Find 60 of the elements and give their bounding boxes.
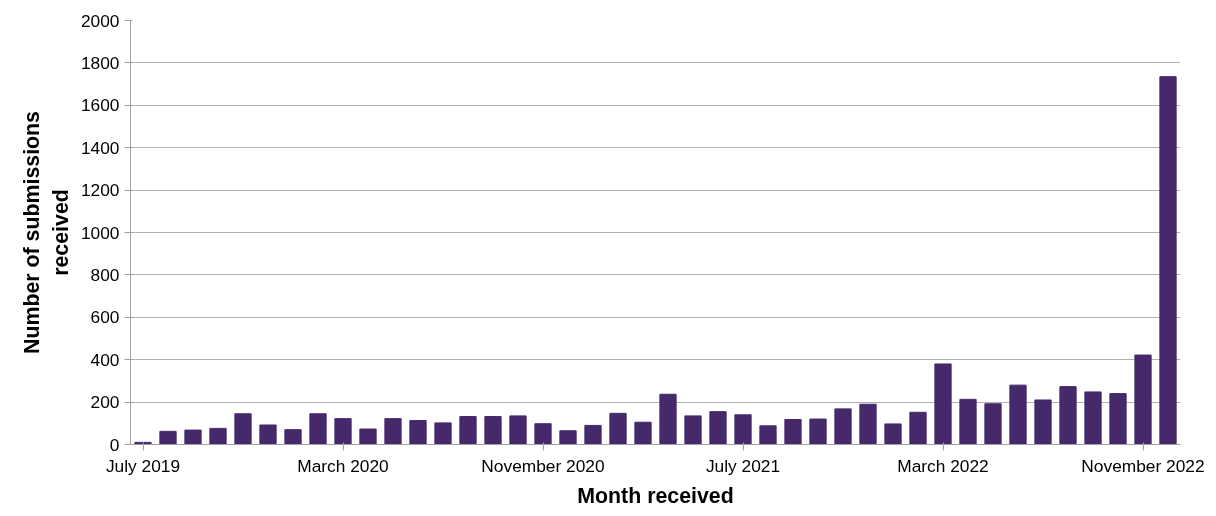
y-tick-label: 1600 bbox=[80, 95, 120, 116]
bar bbox=[1084, 391, 1102, 445]
bar bbox=[684, 415, 702, 445]
bar bbox=[1159, 76, 1177, 445]
bar bbox=[484, 416, 502, 445]
bar bbox=[859, 403, 877, 445]
bar bbox=[784, 418, 802, 445]
bar bbox=[309, 413, 327, 445]
bar bbox=[184, 429, 202, 445]
bar bbox=[1059, 386, 1077, 445]
bar bbox=[609, 412, 627, 445]
bar bbox=[284, 429, 302, 445]
bar bbox=[459, 416, 477, 445]
bar bbox=[634, 421, 652, 445]
y-tick-label: 200 bbox=[90, 392, 120, 413]
x-axis-title: Month received bbox=[577, 483, 734, 508]
bar bbox=[434, 422, 452, 445]
bar bbox=[1109, 393, 1127, 445]
bar bbox=[734, 414, 752, 445]
x-tick-label: March 2022 bbox=[897, 455, 989, 476]
x-tick-label: July 2019 bbox=[105, 455, 181, 476]
y-tick-label: 1800 bbox=[80, 52, 120, 73]
bar bbox=[1034, 399, 1052, 445]
y-tick-label: 2000 bbox=[80, 10, 120, 31]
bar bbox=[1134, 354, 1152, 445]
bar bbox=[709, 411, 727, 445]
bar bbox=[759, 425, 777, 445]
bar bbox=[659, 393, 677, 445]
x-tick-label: November 2022 bbox=[1081, 455, 1205, 476]
y-tick-label: 0 bbox=[109, 434, 120, 455]
bar bbox=[584, 424, 602, 445]
bar bbox=[509, 415, 527, 445]
bar bbox=[1009, 384, 1027, 445]
bar bbox=[159, 430, 177, 445]
bar bbox=[809, 418, 827, 445]
bar bbox=[984, 403, 1002, 445]
bar bbox=[534, 423, 552, 445]
x-tick-label: March 2020 bbox=[297, 455, 389, 476]
y-tick-label: 400 bbox=[90, 349, 120, 370]
bar bbox=[559, 430, 577, 445]
bar bbox=[259, 424, 277, 445]
y-tick-label: 1200 bbox=[80, 180, 120, 201]
x-tick-label: November 2020 bbox=[481, 455, 605, 476]
y-tick-label: 800 bbox=[90, 264, 120, 285]
bar bbox=[334, 418, 352, 445]
y-tick-label: 1000 bbox=[80, 222, 120, 243]
bar bbox=[409, 420, 427, 445]
y-axis-title: Number of submissions received bbox=[20, 111, 73, 354]
y-tick-label: 600 bbox=[90, 307, 120, 328]
bar bbox=[834, 408, 852, 445]
bar bbox=[909, 411, 927, 445]
bar bbox=[384, 418, 402, 445]
bar bbox=[234, 413, 252, 445]
bar bbox=[959, 398, 977, 445]
bar bbox=[884, 423, 902, 445]
x-tick-label: July 2021 bbox=[705, 455, 781, 476]
bar bbox=[359, 428, 377, 445]
y-tick-label: 1400 bbox=[80, 137, 120, 158]
bar bbox=[934, 363, 952, 445]
bar bbox=[209, 427, 227, 445]
